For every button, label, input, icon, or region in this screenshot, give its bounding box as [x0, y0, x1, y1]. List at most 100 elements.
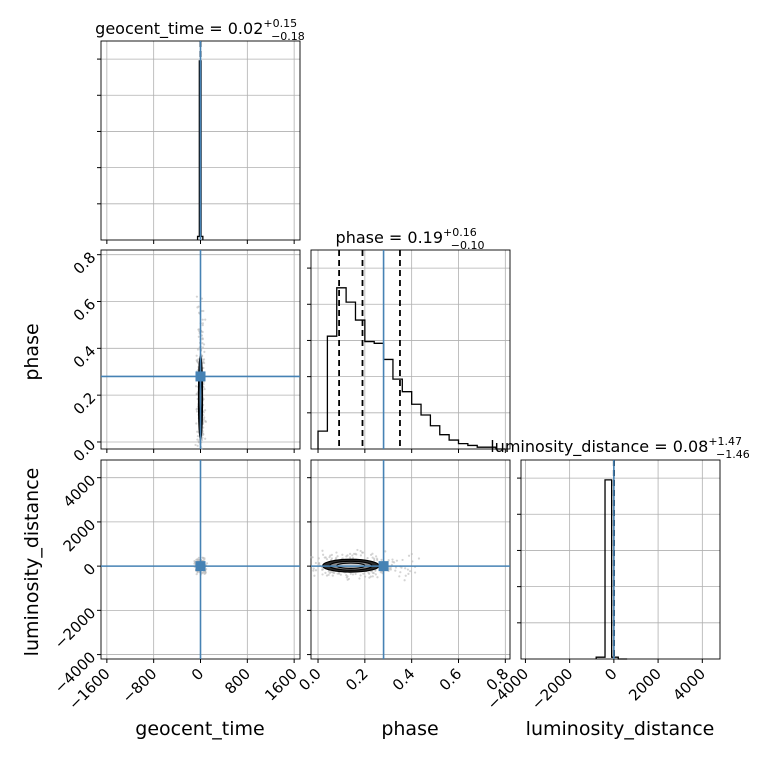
sample-point: [201, 337, 204, 340]
sample-point: [399, 571, 402, 574]
sample-point: [197, 440, 200, 443]
sample-point: [203, 416, 206, 419]
sample-point: [196, 306, 199, 309]
sample-point: [359, 554, 362, 557]
sample-point: [371, 552, 374, 555]
sample-point: [371, 575, 374, 578]
sample-point: [391, 558, 394, 561]
sample-point: [201, 556, 204, 559]
sample-point: [348, 552, 352, 556]
sample-point: [194, 385, 198, 388]
y-tick-label: −2000: [51, 604, 100, 653]
sample-point: [201, 342, 204, 345]
sample-point: [351, 556, 355, 560]
x-tick-label: 0: [601, 665, 620, 684]
sample-point: [331, 574, 334, 577]
sample-point: [200, 354, 204, 357]
ylabel-phase: phase: [21, 323, 43, 380]
sample-point: [201, 346, 205, 349]
sample-point: [394, 566, 398, 569]
sample-point: [398, 575, 401, 578]
sample-point: [204, 318, 207, 321]
y-tick-label: 2000: [60, 516, 100, 556]
y-tick-label: 0.2: [70, 389, 100, 419]
sample-point: [389, 568, 392, 571]
sample-point: [384, 550, 387, 553]
x-tick-label: 2000: [625, 665, 665, 705]
sample-point: [312, 569, 315, 572]
sample-point: [197, 358, 200, 361]
sample-point: [196, 438, 199, 441]
panel-hist-phase: [307, 249, 511, 453]
sample-point: [200, 334, 204, 337]
sample-point: [196, 430, 199, 433]
sample-point: [407, 572, 410, 575]
sample-point: [354, 572, 357, 576]
sample-point: [202, 411, 205, 414]
sample-point: [324, 556, 327, 559]
ylabel-luminosity-distance: luminosity_distance: [21, 468, 43, 657]
title-phase: phase = 0.19+0.16 −0.10: [336, 226, 485, 252]
sample-point: [314, 561, 317, 565]
panel-frame: [310, 459, 511, 660]
sample-point: [321, 573, 324, 576]
sample-point: [328, 571, 331, 575]
y-tick-label: 4000: [60, 471, 100, 511]
sample-point: [345, 576, 348, 579]
sample-point: [311, 556, 314, 559]
histogram-step: [317, 287, 506, 450]
panel-frame: [520, 459, 721, 660]
x-tick-label: 4000: [669, 665, 709, 705]
sample-point: [325, 574, 329, 577]
sample-point: [195, 295, 199, 298]
x-tick-label: −800: [119, 665, 161, 707]
sample-point: [321, 549, 324, 552]
sample-point: [201, 324, 204, 327]
panel-phase-vs-geocent-time: 0.0 0.2 0.4 0.6 0.8: [70, 248, 301, 466]
sample-point: [201, 438, 204, 442]
sample-point: [329, 554, 332, 557]
panel-hist-luminosity-distance: −4000−2000 0 2000 4000: [484, 459, 721, 713]
x-tick-label: 0.4: [389, 665, 419, 695]
sample-point: [339, 573, 342, 576]
truth-marker: [195, 561, 206, 572]
sample-point: [373, 559, 376, 562]
sample-point: [362, 572, 365, 575]
sample-point: [195, 410, 199, 413]
sample-point: [196, 435, 199, 438]
sample-point: [324, 571, 327, 574]
sample-point: [341, 553, 344, 556]
x-tick-label: 1600: [261, 665, 301, 705]
sample-point: [195, 422, 198, 425]
sample-point: [205, 568, 208, 571]
sample-point: [336, 555, 339, 558]
sample-point: [413, 571, 417, 574]
y-tick-label: 0: [80, 560, 99, 579]
xlabel-phase: phase: [381, 718, 438, 740]
x-tick-label: 0.2: [342, 665, 372, 695]
sample-point: [406, 568, 410, 571]
sample-point: [195, 558, 198, 561]
y-tick-label: 0.0: [70, 436, 100, 466]
sample-point: [411, 560, 414, 563]
sample-point: [331, 570, 334, 574]
sample-point: [356, 548, 359, 552]
sample-point: [368, 572, 371, 575]
x-tick-label: 0.0: [295, 665, 325, 695]
y-tick-label: 0.8: [70, 248, 100, 278]
sample-point: [347, 577, 351, 581]
panel-luminosity-distance-vs-phase: 0.0 0.2 0.4 0.6 0.8: [295, 459, 512, 695]
sample-point: [361, 551, 364, 554]
sample-point: [372, 571, 375, 575]
sample-point: [376, 558, 379, 562]
sample-point: [410, 552, 413, 556]
sample-point: [202, 418, 205, 421]
sample-point: [330, 557, 333, 560]
sample-point: [204, 437, 207, 440]
sample-point: [204, 420, 208, 423]
sample-point: [197, 556, 200, 559]
sample-point: [407, 554, 411, 557]
sample-point: [351, 554, 354, 557]
sample-point: [197, 335, 200, 338]
panel-frame: [310, 249, 511, 450]
